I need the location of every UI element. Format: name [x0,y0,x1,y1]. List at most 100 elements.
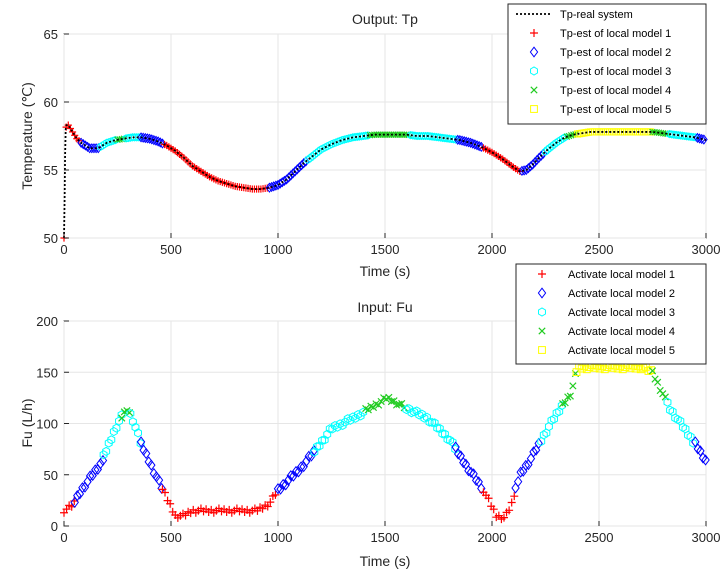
marker-model-3 [333,422,342,432]
marker-model-3 [547,415,556,425]
marker-model-3 [676,131,684,140]
marker-model-2 [466,466,476,478]
marker-model-2 [697,133,706,145]
activation-markers [60,361,710,524]
marker-model-2 [296,461,306,473]
marker-model-3 [680,131,689,141]
marker-model-2 [460,136,469,147]
marker-model-2 [464,465,473,477]
y-axis-label: Temperature (℃) [19,82,35,190]
marker-model-1 [161,488,170,497]
marker-model-3 [445,134,453,143]
marker-model-3 [356,411,365,421]
marker-model-3 [678,131,687,140]
marker-model-2 [477,482,486,495]
marker-model-3 [405,404,413,414]
legend-swatch-model-5 [538,346,546,354]
marker-model-2 [464,137,473,148]
marker-model-4 [558,399,567,408]
marker-model-5 [600,365,609,374]
y-tick-label: 55 [44,163,58,178]
marker-model-4 [398,399,406,408]
marker-model-3 [559,134,567,143]
marker-model-2 [528,159,537,170]
marker-model-2 [291,465,301,478]
marker-model-4 [390,397,398,405]
marker-model-3 [552,408,561,418]
marker-model-2 [475,140,484,152]
marker-model-3 [433,423,442,433]
marker-model-2 [81,140,90,151]
marker-model-2 [145,133,154,144]
marker-model-4 [374,401,383,409]
tp-real-line [63,124,707,239]
marker-model-3 [417,409,426,419]
marker-model-4 [377,397,385,406]
marker-model-2 [78,482,87,494]
marker-model-2 [513,475,523,488]
chart-title: Input: Fu [357,299,412,315]
marker-model-3 [351,413,360,423]
marker-model-3 [99,450,108,460]
marker-model-2 [91,464,100,476]
marker-model-4 [569,382,577,390]
marker-model-3 [447,134,455,144]
tick-labels: 0 500 1000 1500 2000 2500 3000 0 50 100 150 200 [36,314,720,545]
marker-model-3 [424,131,432,141]
legend-box [515,263,707,365]
marker-model-3 [410,407,419,417]
output-tp-chart: 0 500 1000 1500 2000 2500 3000 50 55 60 65 Output:… [19,3,720,279]
marker-model-3 [415,410,424,420]
marker-model-1 [166,499,175,508]
marker-model-3 [128,417,137,427]
marker-model-2 [77,137,85,148]
marker-model-2 [530,157,539,168]
marker-model-3 [134,428,143,438]
marker-model-2 [691,436,700,448]
marker-model-4 [654,378,662,386]
legend-entry: Activate local model 2 [568,288,675,300]
legend-entry: Activate local model 3 [568,307,675,319]
y-tick-label: 150 [36,365,58,380]
marker-model-1 [489,505,498,514]
legend-swatch-model-1 [538,270,546,278]
x-tick-label: 1500 [371,530,400,545]
marker-model-2 [273,483,283,495]
marker-model-3 [338,420,347,431]
legend-swatch-model-5 [530,105,538,113]
legend-swatch-model-4 [530,86,538,94]
marker-model-3 [346,415,355,425]
legend-entry: Tp-est of local model 1 [560,28,671,40]
marker-model-2 [693,443,703,455]
marker-model-2 [136,436,146,448]
legend-swatch-model-2 [529,46,539,58]
marker-model-5 [631,364,640,373]
marker-model-1 [263,502,272,511]
marker-model-2 [518,165,526,177]
marker-model-2 [154,474,164,486]
marker-model-4 [564,393,572,401]
y-tick-label: 60 [44,95,58,110]
marker-model-3 [412,406,421,416]
marker-model-3 [102,446,111,456]
marker-model-5 [613,364,622,373]
x-tick-label: 2000 [478,530,507,545]
x-tick-label: 3000 [692,530,720,545]
marker-model-3 [672,130,680,140]
marker-model-2 [698,452,708,464]
y-axis-label: Fu (L/h) [19,398,35,447]
input-fu-chart: 0 500 1000 1500 2000 2500 3000 0 50 100 150 200 Inp… [19,263,720,569]
marker-model-3 [670,130,678,139]
marker-model-2 [73,489,82,502]
marker-model-3 [109,426,118,437]
legend-swatch-model-4 [538,327,546,335]
marker-model-5 [577,364,586,373]
marker-model-3 [663,397,672,407]
marker-model-3 [308,152,316,161]
marker-model-2 [143,133,152,144]
marker-model-2 [286,170,295,181]
marker-model-1 [271,490,280,499]
marker-model-3 [426,132,434,141]
legend: Tp-real system Tp-est of local model 1 Tp-… [507,3,707,125]
